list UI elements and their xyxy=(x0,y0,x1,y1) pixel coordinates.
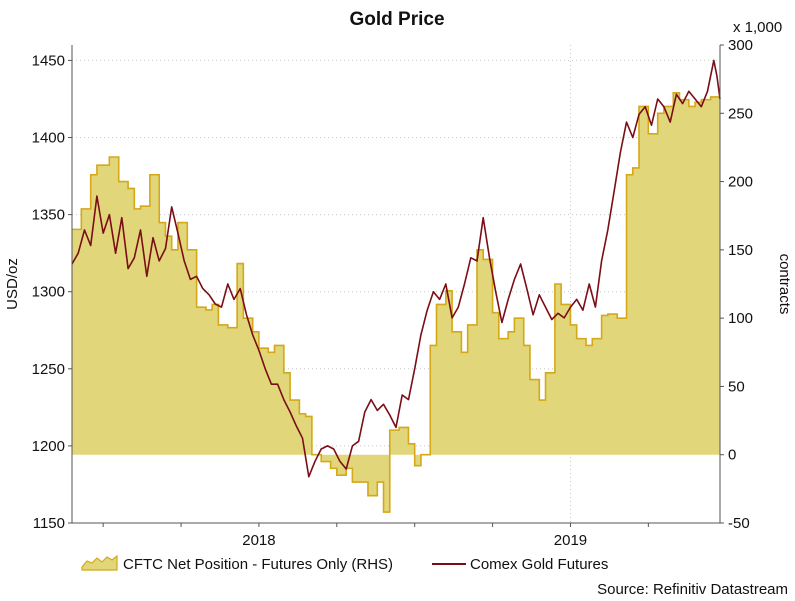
cftc-net-position-edge xyxy=(72,92,720,513)
left-tick-label: 1150 xyxy=(33,515,65,532)
left-axis-ticks: 1150 1200 1250 1300 1350 1400 1450 xyxy=(32,52,72,532)
cftc-net-position-area xyxy=(72,92,720,513)
x-tick-label: 2019 xyxy=(554,532,587,549)
legend-cftc-label: CFTC Net Position - Futures Only (RHS) xyxy=(123,556,393,573)
left-tick-label: 1250 xyxy=(32,361,65,378)
chart-title: Gold Price xyxy=(349,9,444,30)
gold-line-layer xyxy=(71,59,721,478)
right-tick-label: -50 xyxy=(728,515,750,532)
left-axis-label: USD/oz xyxy=(4,258,21,310)
right-tick-label: 250 xyxy=(728,105,753,122)
right-tick-label: 200 xyxy=(728,174,753,191)
left-tick-label: 1450 xyxy=(32,52,65,69)
x-tick-label: 2018 xyxy=(242,532,275,549)
comex-gold-futures-line xyxy=(71,59,721,478)
left-tick-label: 1400 xyxy=(32,130,65,147)
legend: CFTC Net Position - Futures Only (RHS) C… xyxy=(81,554,608,573)
right-axis-multiplier: x 1,000 xyxy=(733,19,782,36)
left-tick-label: 1200 xyxy=(32,438,65,455)
legend-area-swatch xyxy=(81,554,118,571)
cftc-area-layer xyxy=(72,92,720,513)
x-axis-ticks: 2018 2019 xyxy=(102,523,649,549)
legend-gold-label: Comex Gold Futures xyxy=(470,556,608,573)
source-note: Source: Refinitiv Datastream xyxy=(597,581,788,598)
right-axis-ticks: -50 0 50 100 150 200 250 300 xyxy=(720,37,753,532)
right-tick-label: 150 xyxy=(728,242,753,259)
right-tick-label: 100 xyxy=(728,310,753,327)
right-tick-label: 50 xyxy=(728,378,745,395)
right-axis-label: contracts xyxy=(776,254,793,315)
right-tick-label: 300 xyxy=(728,37,753,54)
left-tick-label: 1350 xyxy=(32,207,65,224)
right-tick-label: 0 xyxy=(728,447,736,464)
left-tick-label: 1300 xyxy=(32,284,65,301)
